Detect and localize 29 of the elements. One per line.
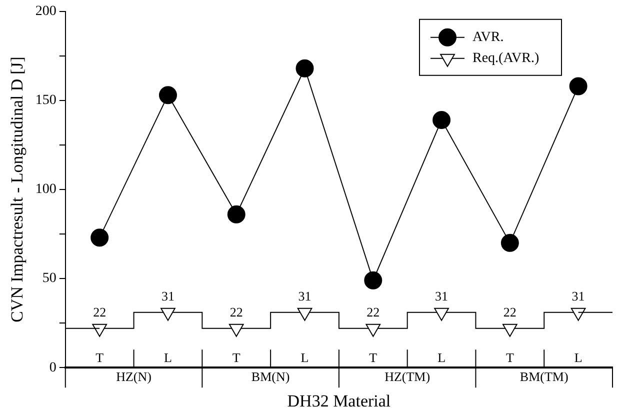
legend-label: AVR. <box>472 30 504 46</box>
y-tick-label: 200 <box>35 4 56 20</box>
x-tick-label: L <box>164 350 172 366</box>
data-label: 22 <box>503 304 516 320</box>
x-axis-title: DH32 Material <box>287 391 391 410</box>
x-tick-label: L <box>438 350 446 366</box>
text: BM(TM) <box>520 369 568 384</box>
text: BM(N) <box>251 369 290 384</box>
data-label: 22 <box>93 304 106 320</box>
y-tick-label: 0 <box>49 360 56 376</box>
y-tick-label: 100 <box>35 182 56 198</box>
y-tick-label: 50 <box>42 271 56 286</box>
data-label: 31 <box>572 288 585 304</box>
text: HZ(TM) <box>384 369 430 384</box>
y-tick-label: 150 <box>35 93 56 108</box>
y-axis-title: CVN Impactresult - Longitudinal D [J] <box>8 56 27 322</box>
x-tick-label: T <box>232 350 240 366</box>
data-label: 22 <box>366 304 380 320</box>
x-tick-label: T <box>96 350 104 366</box>
data-label: 31 <box>161 288 174 304</box>
data-label: 22 <box>230 304 243 320</box>
text: HZ(N) <box>116 369 152 384</box>
data-label: 31 <box>435 288 448 304</box>
legend-label: Req.(AVR.) <box>472 51 540 66</box>
x-tick-label: L <box>300 350 309 366</box>
x-tick-label: T <box>369 350 378 366</box>
data-label: 31 <box>298 288 312 304</box>
x-tick-label: T <box>506 350 514 366</box>
x-tick-label: L <box>574 350 582 366</box>
